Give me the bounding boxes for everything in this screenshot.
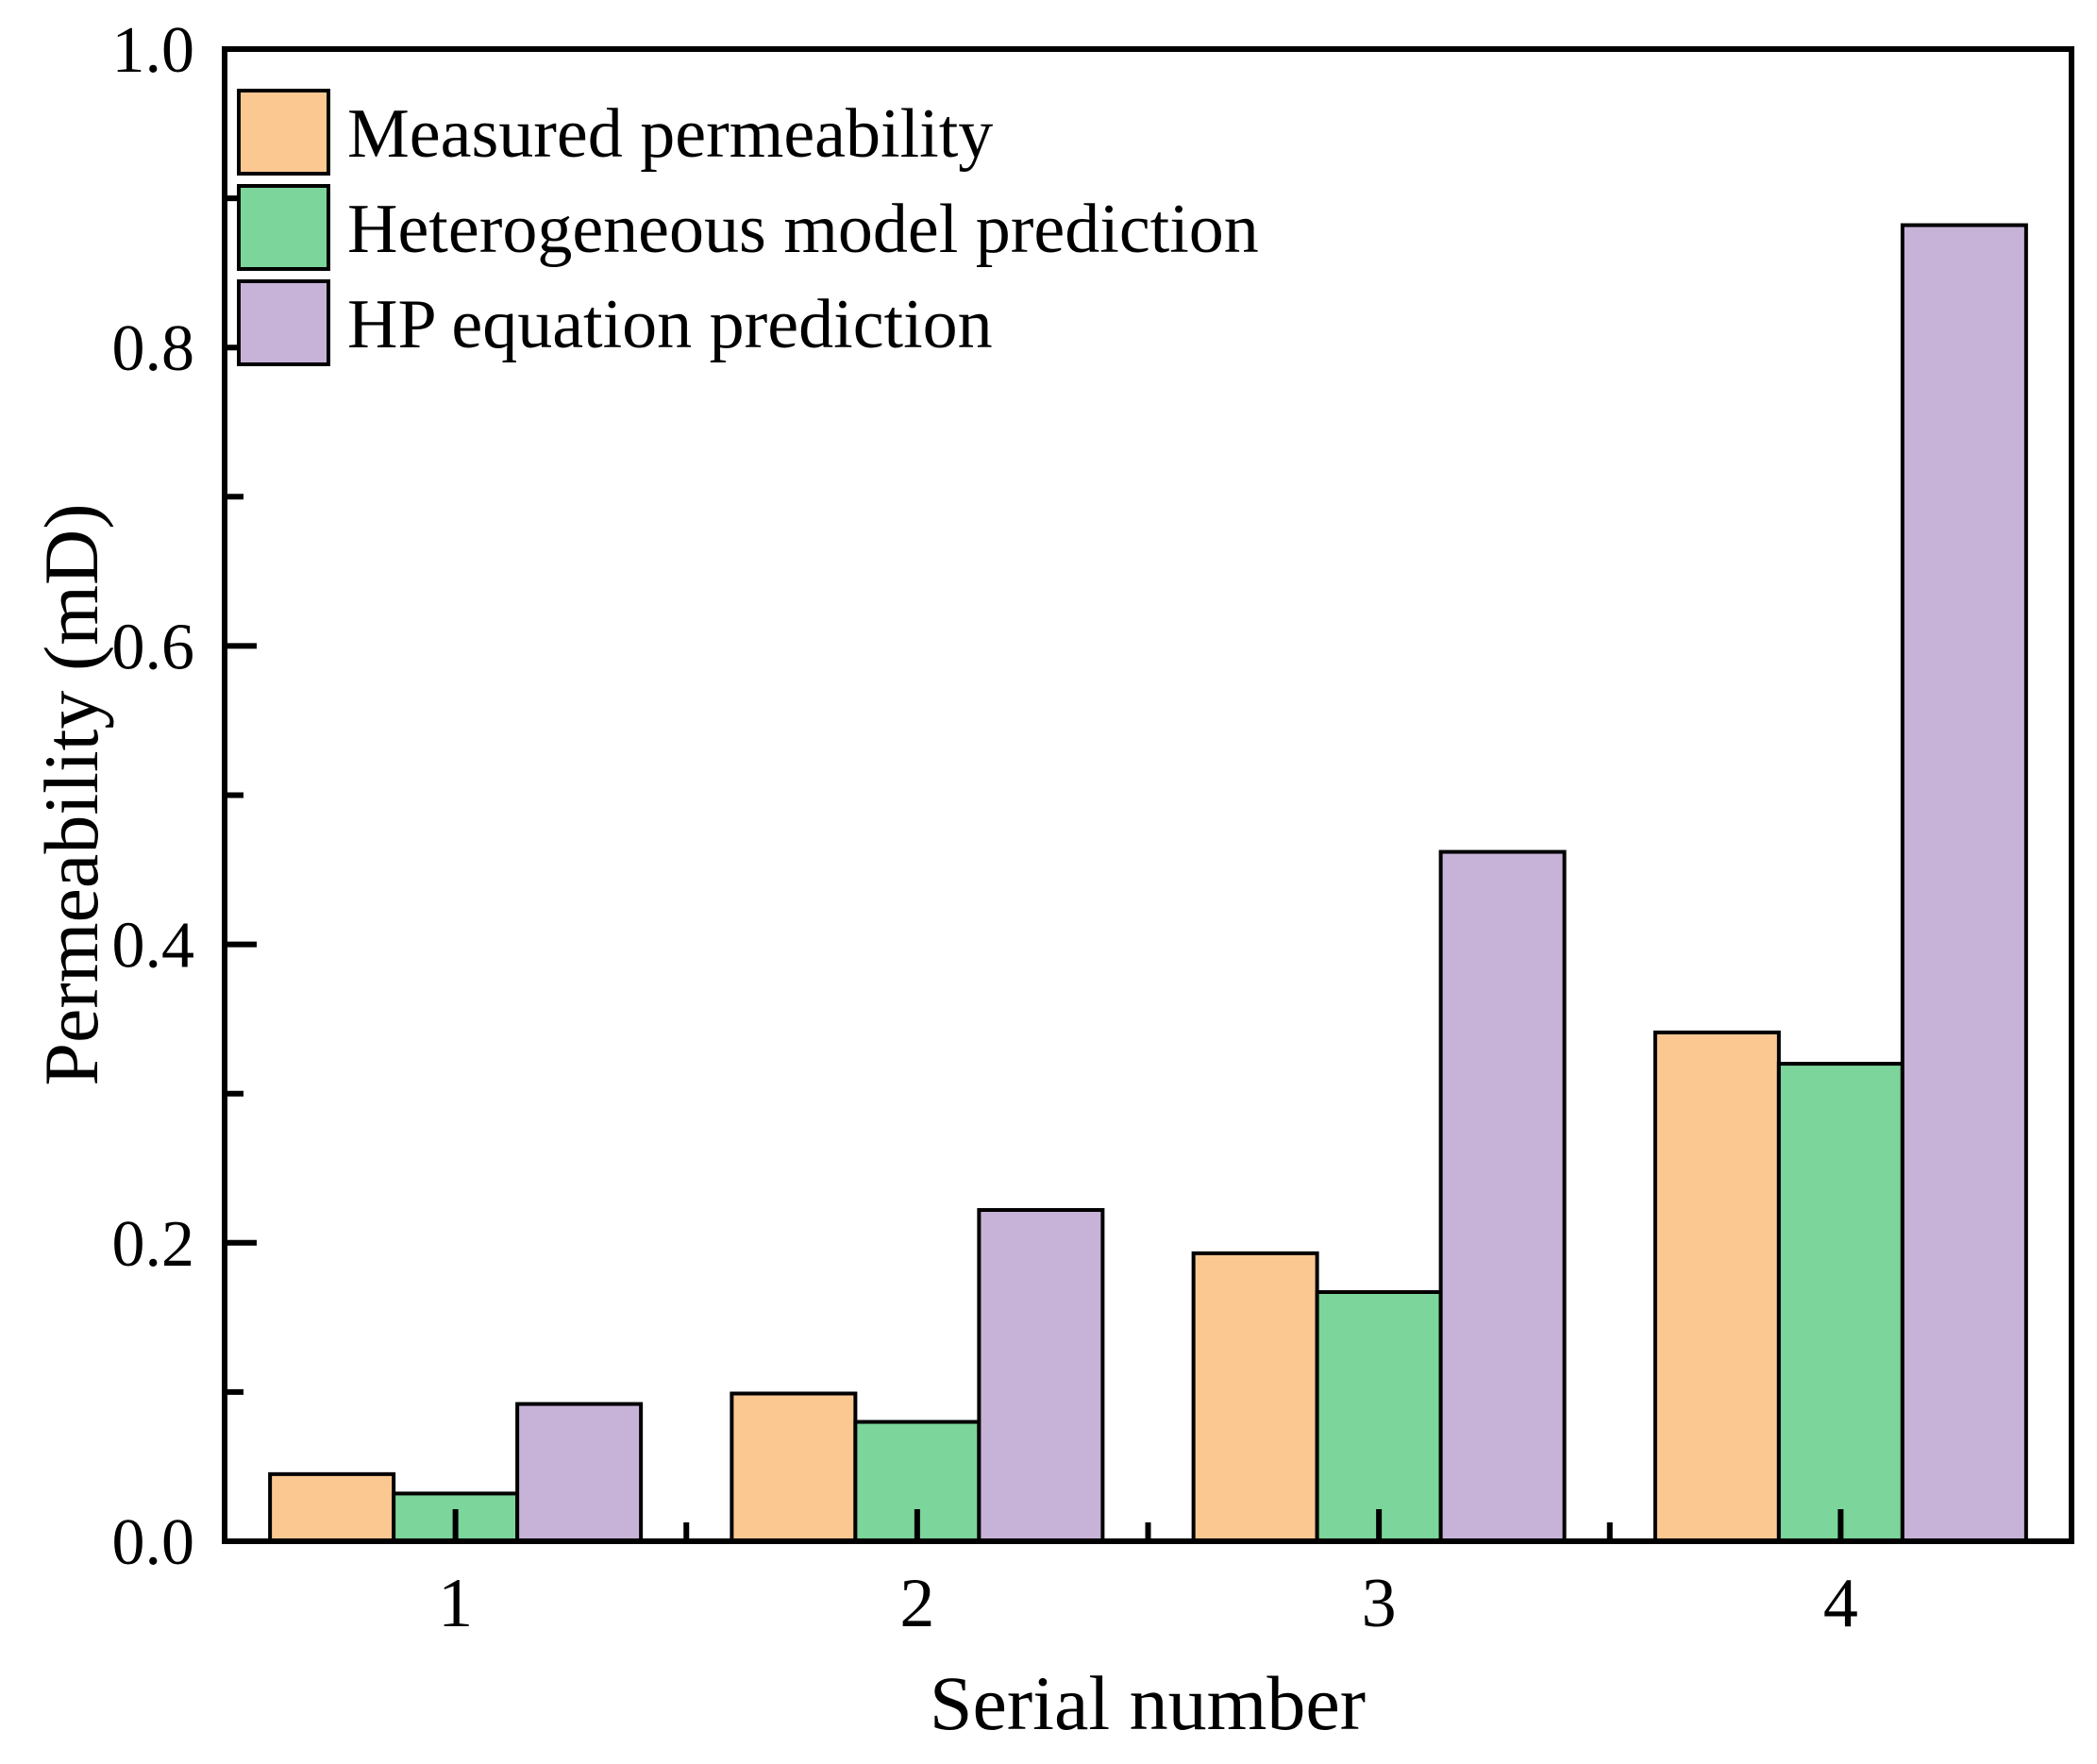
legend-label: HP equation prediction xyxy=(347,286,993,363)
legend-item: Heterogeneous model prediction xyxy=(237,184,1259,271)
legend-item: HP equation prediction xyxy=(237,279,993,366)
bar-heterogeneous-cat3 xyxy=(1315,1289,1443,1544)
tick-labels-layer: 0.0 0.2 0.4 0.6 0.8 1.0 1 2 3 4 xyxy=(112,14,1858,1642)
bar-measured-cat3 xyxy=(1191,1251,1319,1543)
y-axis-title: Permeability (mD) xyxy=(28,503,114,1085)
bar-hp-cat3 xyxy=(1438,849,1567,1543)
legend-label: Measured permeability xyxy=(347,95,993,173)
legend-label: Heterogeneous model prediction xyxy=(347,191,1259,268)
bar-measured-cat4 xyxy=(1652,1030,1781,1543)
legend-swatch xyxy=(237,184,330,271)
legend-swatch xyxy=(237,279,330,366)
y-tick-label: 0.2 xyxy=(112,1208,195,1281)
bar-hp-cat2 xyxy=(977,1208,1105,1543)
x-tick-label: 2 xyxy=(899,1565,934,1642)
bar-heterogeneous-cat4 xyxy=(1776,1062,1904,1543)
y-tick-label: 1.0 xyxy=(112,14,195,87)
legend: Measured permeability Heterogeneous model… xyxy=(237,89,1259,366)
bar-measured-cat1 xyxy=(268,1471,396,1543)
x-tick-label: 4 xyxy=(1823,1565,1858,1642)
bars-layer xyxy=(268,223,2028,1544)
legend-swatch xyxy=(237,89,330,176)
y-tick-label: 0.0 xyxy=(112,1506,195,1579)
y-tick-label: 0.4 xyxy=(112,910,195,983)
bar-measured-cat2 xyxy=(730,1391,858,1543)
y-tick-label: 0.6 xyxy=(112,611,195,683)
bar-hp-cat4 xyxy=(1900,223,2028,1544)
x-axis-title: Serial number xyxy=(930,1660,1366,1746)
x-tick-label: 3 xyxy=(1362,1565,1397,1642)
plot-border xyxy=(222,46,2074,1544)
bar-hp-cat1 xyxy=(515,1402,644,1543)
x-tick-label: 1 xyxy=(438,1565,473,1642)
legend-item: Measured permeability xyxy=(237,89,993,176)
y-tick-label: 0.8 xyxy=(112,312,195,385)
